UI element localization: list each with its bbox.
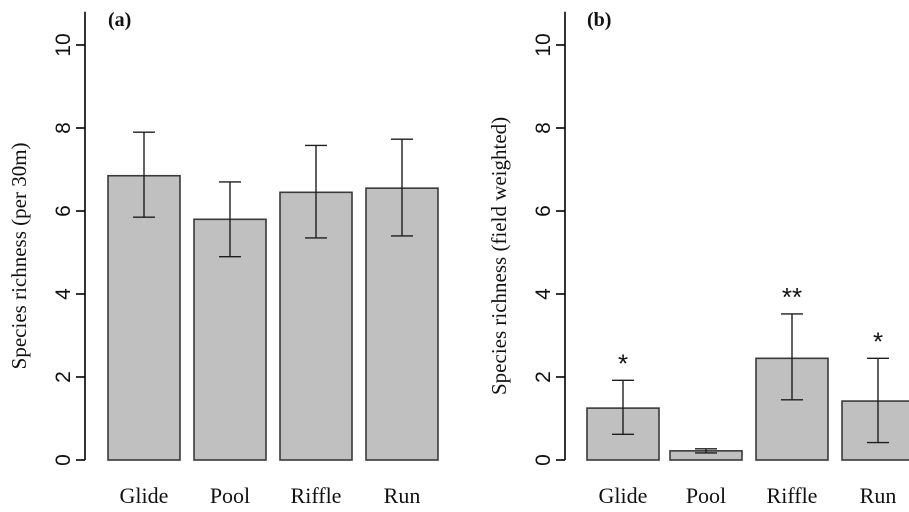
category-label: Pool xyxy=(686,483,726,508)
category-label: Riffle xyxy=(291,483,342,508)
panel-b: 0 2 4 6 8 10 Species richness (field weighted)… xyxy=(487,9,909,508)
category-label: Run xyxy=(860,483,897,508)
category-label: Riffle xyxy=(767,483,818,508)
panel-label: (b) xyxy=(587,9,611,31)
panel-label: (a) xyxy=(108,9,131,31)
y-tick-label: 4 xyxy=(532,288,555,300)
y-tick-label: 0 xyxy=(532,454,555,466)
y-tick-label: 10 xyxy=(532,33,555,56)
bar-run xyxy=(841,400,909,461)
y-tick-label: 6 xyxy=(52,205,75,217)
y-tick-label: 2 xyxy=(532,371,555,383)
category-label: Pool xyxy=(210,483,250,508)
category-label: Run xyxy=(384,483,421,508)
y-axis-title: Species richness (per 30m) xyxy=(7,142,31,369)
y-tick-label: 8 xyxy=(52,122,75,134)
significance-marker: * xyxy=(873,326,883,356)
y-tick-label: 6 xyxy=(532,205,555,217)
panel-a: 0 2 4 6 8 10 Species richness (per 30m) (a) Glid… xyxy=(7,9,439,508)
y-axis-title: Species richness (field weighted) xyxy=(487,117,511,395)
y-tick-label: 8 xyxy=(532,122,555,134)
bar-riffle xyxy=(279,191,353,461)
y-tick-label: 4 xyxy=(52,288,75,300)
significance-marker: ** xyxy=(782,282,802,312)
category-label: Glide xyxy=(599,483,648,508)
category-label: Glide xyxy=(120,483,169,508)
y-tick-label: 2 xyxy=(52,371,75,383)
bar-glide xyxy=(107,174,181,461)
y-tick-label: 0 xyxy=(52,454,75,466)
bar-run xyxy=(365,187,439,461)
y-tick-label: 10 xyxy=(52,33,75,56)
significance-marker: * xyxy=(618,348,628,378)
